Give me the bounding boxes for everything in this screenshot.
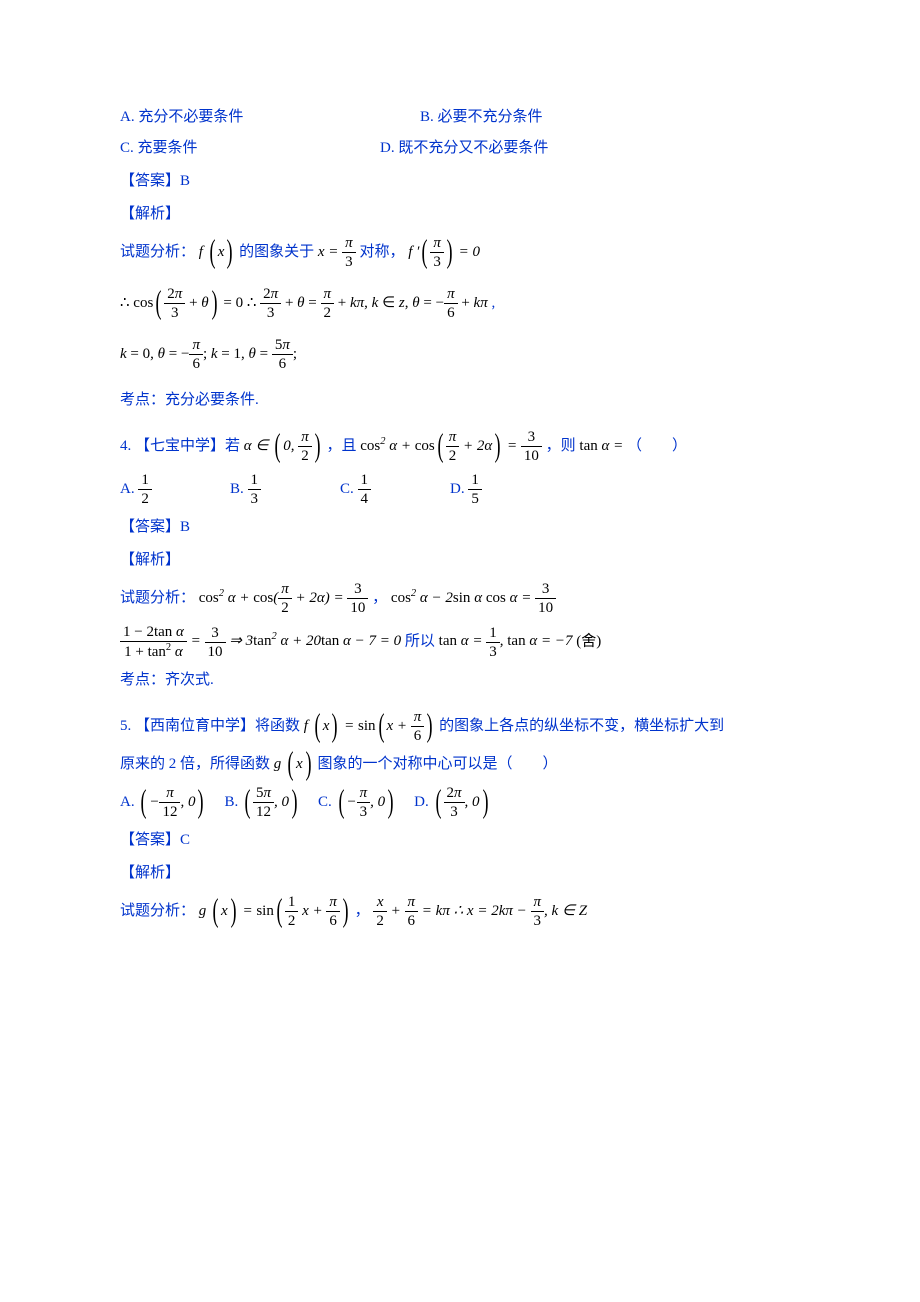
q4-an-eq2: cos2 α − 2sin α cos α = 310 (391, 590, 556, 606)
q4-kaodian: 考点：齐次式. (120, 667, 800, 694)
q4-opt-a: A. 12 (120, 471, 230, 508)
q5-ap: 试题分析： (120, 903, 195, 919)
prior-analysis-line1: 试题分析： f (x) 的图象关于 x = π3 对称， f ′(π3) = 0 (120, 234, 800, 271)
q5-options: A. (−π12, 0) B. (5π12, 0) C. (−π3, 0) D.… (120, 784, 800, 821)
q5-eq2: x2 + π6 = kπ ∴ x = 2kπ − π3, k ∈ Z (373, 903, 587, 919)
prior-options-row1: A. 充分不必要条件 B. 必要不充分条件 (120, 104, 800, 131)
q4-eq: cos2 α + cos(π2 + 2α) = 310 (360, 438, 542, 454)
q5-opt-a: A. (−π12, 0) (120, 784, 206, 821)
q5-answer: 【答案】C (120, 827, 800, 854)
q5-jiexi: 【解析】 (120, 860, 800, 887)
q5-analysis: 试题分析： g (x) = sin(12 x + π6) ， x2 + π6 =… (120, 893, 800, 930)
q4-analysis-1: 试题分析： cos2 α + cos(π2 + 2α) = 310 ， cos2… (120, 580, 800, 617)
q5-eq1: g (x) = sin(12 x + π6) (199, 903, 351, 919)
q5-opt-d: D. (2π3, 0) (414, 784, 490, 821)
q5-opt-c: C. (−π3, 0) (318, 784, 396, 821)
prior-jiexi: 【解析】 (120, 201, 800, 228)
q5-l2a: 原来的 2 倍，所得函数 (120, 756, 274, 772)
opt-b: B. 必要不充分条件 (420, 104, 543, 131)
q4-an-eq4: tan α = 13, tan α = −7 (439, 633, 573, 649)
q4-stem: 4. 【七宝中学】若 α ∈ (0, π2) ，且 cos2 α + cos(π… (120, 428, 800, 465)
q4-mid2: ，则 (546, 438, 580, 454)
q4-alpha-range: α ∈ (0, π2) (244, 438, 323, 454)
q4-tan: tan α = (579, 438, 623, 454)
q5-stem-l1: 5. 【西南位育中学】将函数 f (x) = sin(x + π6) 的图象上各… (120, 708, 800, 745)
prior-kaodian: 考点：充分必要条件. (120, 387, 800, 414)
analysis-prefix: 试题分析： (120, 244, 195, 260)
prior-options-row2: C. 充要条件 D. 既不充分又不必要条件 (120, 135, 800, 162)
q4-comma1: ， (372, 590, 387, 606)
prior-eq2: k = 0, θ = −π6; k = 1, θ = 5π6; (120, 336, 800, 373)
opt-d: D. 既不充分又不必要条件 (380, 135, 548, 162)
txt2: 对称， (359, 244, 404, 260)
q5-stem-l2: 原来的 2 倍，所得函数 g (x) 图象的一个对称中心可以是（ ） (120, 751, 800, 778)
q4-ap: 试题分析： (120, 590, 195, 606)
q4-tail: （ ） (627, 438, 687, 454)
txt1: 的图象关于 (239, 244, 318, 260)
q4-she: (舍) (576, 633, 601, 649)
q4-options: A. 12 B. 13 C. 14 D. 15 (120, 471, 800, 508)
q4-jiexi: 【解析】 (120, 547, 800, 574)
q4-an-eq1: cos2 α + cos(π2 + 2α) = 310 (199, 590, 369, 606)
prior-answer: 【答案】B (120, 168, 800, 195)
q5-gx: g (x) (274, 756, 314, 772)
q4-answer: 【答案】B (120, 514, 800, 541)
q4-mid1: ，且 (326, 438, 360, 454)
q5-fx: f (x) = sin(x + π6) (304, 718, 436, 734)
q4-so: 所以 (405, 633, 439, 649)
q5-mid: 的图象上各点的纵坐标不变，横坐标扩大到 (439, 718, 724, 734)
q4-opt-b: B. 13 (230, 471, 340, 508)
fprime: f ′(π3) = 0 (408, 244, 480, 260)
prior-eq1: ∴ cos(2π3 + θ) = 0 ∴ 2π3 + θ = π2 + kπ, … (120, 285, 800, 322)
fx: f (x) (199, 244, 236, 260)
q5-l2b: 图象的一个对称中心可以是（ ） (317, 756, 557, 772)
q4-analysis-2: 1 − 2tan α1 + tan2 α = 310 ⇒ 3tan2 α + 2… (120, 623, 800, 661)
q5-opt-b: B. (5π12, 0) (224, 784, 300, 821)
opt-c: C. 充要条件 (120, 135, 380, 162)
q5-comma: ， (355, 903, 370, 919)
q5-prefix: 5. 【西南位育中学】将函数 (120, 718, 304, 734)
eq-xpi3: x = π3 (318, 244, 356, 260)
q4-opt-c: C. 14 (340, 471, 450, 508)
q4-opt-d: D. 15 (450, 471, 560, 508)
q4-prefix: 4. 【七宝中学】若 (120, 438, 244, 454)
opt-a: A. 充分不必要条件 (120, 104, 420, 131)
q4-an-eq3: 1 − 2tan α1 + tan2 α = 310 ⇒ 3tan2 α + 2… (120, 633, 401, 649)
